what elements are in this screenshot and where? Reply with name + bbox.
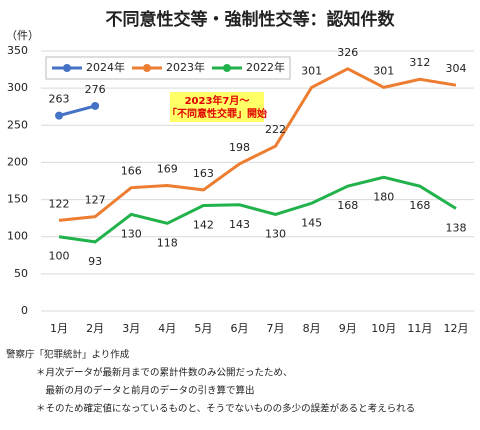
- data-label: 143: [229, 218, 250, 231]
- x-tick-label: 12月: [443, 322, 468, 335]
- data-label: 145: [301, 216, 322, 229]
- x-tick-label: 1月: [50, 322, 68, 335]
- x-tick-label: 3月: [122, 322, 140, 335]
- data-label: 127: [85, 194, 106, 207]
- y-tick-label: 100: [7, 230, 28, 243]
- y-tick-label: 0: [21, 304, 28, 317]
- data-label: 122: [49, 197, 70, 210]
- data-label: 166: [121, 165, 142, 178]
- x-tick-label: 10月: [371, 322, 396, 335]
- marker: [91, 101, 100, 110]
- line: [58, 67, 457, 222]
- x-tick-label: 9月: [339, 322, 357, 335]
- annotation-box: [170, 92, 264, 122]
- note: 警察庁「犯罪統計」より作成: [6, 349, 130, 361]
- y-tick-label: 150: [7, 193, 28, 206]
- legend-label: 2022年: [246, 60, 285, 74]
- x-tick-label: 6月: [230, 322, 248, 335]
- y-tick-label: 50: [14, 267, 28, 280]
- data-label: 138: [445, 221, 466, 234]
- data-label: 163: [193, 167, 214, 180]
- x-tick-label: 5月: [194, 322, 212, 335]
- x-tick-label: 8月: [303, 322, 321, 335]
- line: [58, 175, 457, 244]
- data-label: 301: [301, 64, 322, 77]
- data-label: 326: [337, 46, 358, 59]
- data-label: 312: [409, 56, 430, 69]
- data-label: 198: [229, 141, 250, 154]
- marker: [55, 111, 64, 120]
- data-label: 222: [265, 123, 286, 136]
- data-label: 142: [193, 219, 214, 232]
- data-label: 130: [265, 227, 286, 240]
- legend-swatch: [223, 64, 231, 72]
- data-label: 93: [88, 255, 102, 268]
- data-label: 180: [373, 190, 394, 203]
- data-label: 168: [337, 199, 358, 212]
- data-label: 304: [445, 62, 466, 75]
- y-tick-label: 250: [7, 118, 28, 131]
- note: ＊そのため確定値になっているものと、そうでないものの多少の誤差があると考えられる: [36, 403, 415, 415]
- line: [58, 104, 96, 118]
- note: 最新の月のデータと前月のデータの引き算で算出: [36, 385, 255, 397]
- data-label: 263: [49, 93, 70, 106]
- x-tick-label: 7月: [267, 322, 285, 335]
- legend-box: [45, 56, 291, 80]
- data-label: 301: [373, 64, 394, 77]
- data-label: 100: [49, 250, 70, 263]
- y-axis-label: （件）: [6, 29, 39, 42]
- y-tick-label: 350: [7, 44, 28, 57]
- data-label: 130: [121, 227, 142, 240]
- legend-label: 2023年: [166, 60, 205, 74]
- data-label: 168: [409, 199, 430, 212]
- data-label: 276: [85, 83, 106, 96]
- y-tick-label: 200: [7, 155, 28, 168]
- annotation: 「不同意性交罪」開始: [167, 107, 267, 120]
- legend-label: 2024年: [86, 60, 125, 74]
- legend-swatch: [63, 64, 71, 72]
- x-tick-label: 4月: [158, 322, 176, 335]
- legend-swatch: [143, 64, 151, 72]
- annotation: 2023年7月～: [185, 94, 250, 107]
- x-tick-label: 11月: [407, 322, 432, 335]
- data-label: 118: [157, 236, 178, 249]
- note: ＊月次データが最新月までの累計件数のみ公開だったため、: [36, 367, 293, 379]
- chart-title: 不同意性交等・強制性交等：認知件数: [106, 9, 396, 30]
- x-tick-label: 2月: [86, 322, 104, 335]
- y-tick-label: 300: [7, 81, 28, 94]
- data-label: 169: [157, 162, 178, 175]
